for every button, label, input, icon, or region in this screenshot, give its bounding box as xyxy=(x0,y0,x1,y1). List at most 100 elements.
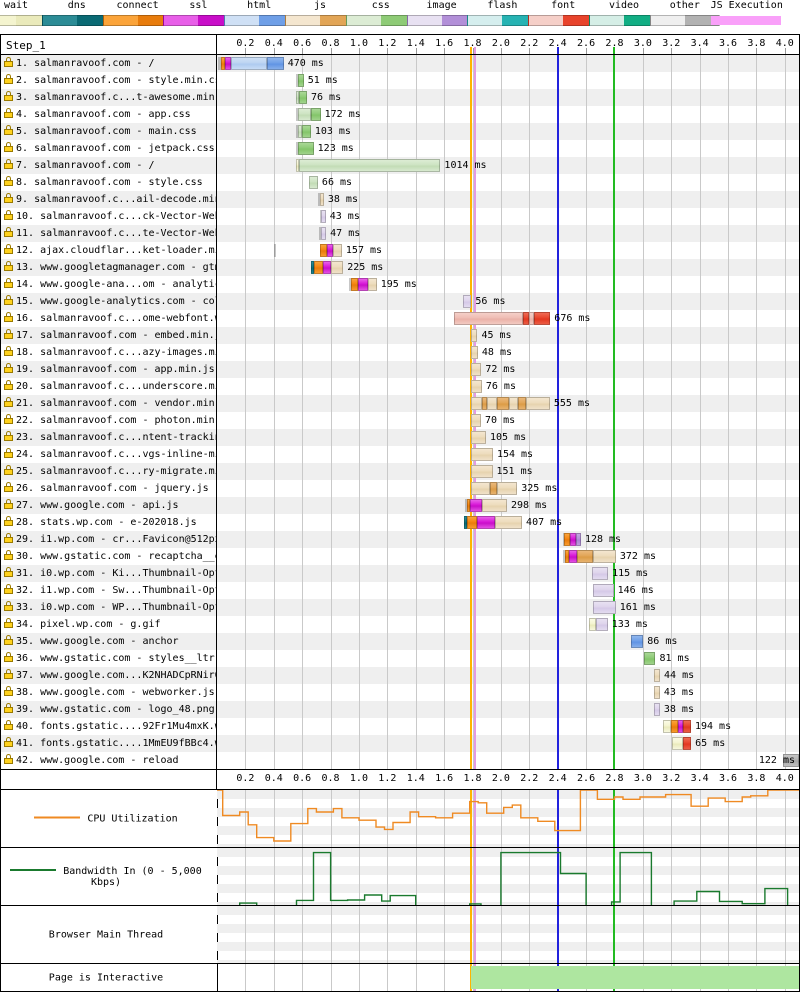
request-row-name[interactable]: 6. salmanravoof.com - jetpack.css xyxy=(1,140,216,157)
request-row-name[interactable]: 9. salmanravoof.c...ail-decode.min.js xyxy=(1,191,216,208)
request-row-name[interactable]: 28. stats.wp.com - e-202018.js xyxy=(1,514,216,531)
request-row-name[interactable]: 41. fonts.gstatic....1MmEU9fBBc4.woff2 xyxy=(1,735,216,752)
waterfall-row[interactable]: 66 ms xyxy=(217,174,799,191)
waterfall-row[interactable]: 325 ms xyxy=(217,480,799,497)
request-row-name[interactable]: 31. i0.wp.com - Ki...Thumbnail-Opt.png xyxy=(1,565,216,582)
bar-segment-dns xyxy=(349,278,352,291)
waterfall-row[interactable]: 407 ms xyxy=(217,514,799,531)
request-row-name[interactable]: 17. salmanravoof.com - embed.min.js xyxy=(1,327,216,344)
waterfall-row[interactable]: 123 ms xyxy=(217,140,799,157)
request-row-name[interactable]: 42. www.google.com - reload xyxy=(1,752,216,769)
waterfall-row[interactable]: 56 ms xyxy=(217,293,799,310)
gridline xyxy=(671,89,673,106)
waterfall-row[interactable]: 115 ms xyxy=(217,565,799,582)
request-row-name[interactable]: 37. www.google.com...K2NHADCpRNirQM.js xyxy=(1,667,216,684)
request-row-name[interactable]: 18. salmanravoof.c...azy-images.min.js xyxy=(1,344,216,361)
marker-line-start-render xyxy=(470,531,473,548)
request-row-name[interactable]: 4. salmanravoof.com - app.css xyxy=(1,106,216,123)
waterfall-row[interactable]: 151 ms xyxy=(217,463,799,480)
gridline xyxy=(358,344,360,361)
waterfall-row[interactable]: 194 ms xyxy=(217,718,799,735)
request-row-name[interactable]: 1. salmanravoof.com - / xyxy=(1,55,216,72)
request-row-name[interactable]: 8. salmanravoof.com - style.css xyxy=(1,174,216,191)
request-row-name[interactable]: 38. www.google.com - webworker.js xyxy=(1,684,216,701)
request-row-name[interactable]: 30. www.gstatic.com - recaptcha__en.js xyxy=(1,548,216,565)
request-row-name[interactable]: 14. www.google-ana...om - analytics.js xyxy=(1,276,216,293)
request-row-name[interactable]: 19. salmanravoof.com - app.min.js xyxy=(1,361,216,378)
waterfall-row[interactable]: 48 ms xyxy=(217,344,799,361)
request-row-name[interactable]: 26. salmanravoof.com - jquery.js xyxy=(1,480,216,497)
waterfall-row[interactable]: 105 ms xyxy=(217,429,799,446)
request-row-name[interactable]: 10. salmanravoof.c...ck-Vector-Web.svg xyxy=(1,208,216,225)
waterfall-row[interactable]: 154 ms xyxy=(217,446,799,463)
waterfall-row[interactable]: 146 ms xyxy=(217,582,799,599)
request-row-name[interactable]: 34. pixel.wp.com - g.gif xyxy=(1,616,216,633)
waterfall-row[interactable]: 122 ms xyxy=(217,752,799,769)
waterfall-row[interactable]: 45 ms xyxy=(217,327,799,344)
waterfall-row[interactable]: 298 ms xyxy=(217,497,799,514)
waterfall-row[interactable]: 103 ms xyxy=(217,123,799,140)
duration-label: 70 ms xyxy=(485,415,516,426)
gridline xyxy=(472,633,474,650)
request-row-name[interactable]: 25. salmanravoof.c...ry-migrate.min.js xyxy=(1,463,216,480)
waterfall-row[interactable]: 51 ms xyxy=(217,72,799,89)
gridline xyxy=(500,72,502,89)
waterfall-row[interactable]: 372 ms xyxy=(217,548,799,565)
waterfall-row[interactable]: 81 ms xyxy=(217,650,799,667)
gridline xyxy=(784,616,786,633)
waterfall-row[interactable]: 555 ms xyxy=(217,395,799,412)
waterfall-row[interactable]: 161 ms xyxy=(217,599,799,616)
waterfall-row[interactable]: 128 ms xyxy=(217,531,799,548)
request-row-name[interactable]: 13. www.googletagmanager.com - gtm.js xyxy=(1,259,216,276)
panel-plot-bandwidth xyxy=(217,848,799,905)
waterfall-row[interactable]: 76 ms xyxy=(217,378,799,395)
request-row-name[interactable]: 32. i1.wp.com - Sw...Thumbnail-Opt.jpg xyxy=(1,582,216,599)
waterfall-row[interactable]: 65 ms xyxy=(217,735,799,752)
request-row-name[interactable]: 7. salmanravoof.com - / xyxy=(1,157,216,174)
waterfall-row[interactable]: 47 ms xyxy=(217,225,799,242)
waterfall-row[interactable]: 676 ms xyxy=(217,310,799,327)
gridline xyxy=(500,650,502,667)
request-row-name[interactable]: 3. salmanravoof.c...t-awesome.min.css xyxy=(1,89,216,106)
panel-cpu: CPU Utilization xyxy=(0,790,800,848)
request-row-name[interactable]: 5. salmanravoof.com - main.css xyxy=(1,123,216,140)
request-row-name[interactable]: 23. salmanravoof.c...ntent-tracking.js xyxy=(1,429,216,446)
waterfall-row[interactable]: 225 ms xyxy=(217,259,799,276)
request-row-name[interactable]: 22. salmanravoof.com - photon.min.js xyxy=(1,412,216,429)
request-row-name[interactable]: 12. ajax.cloudflar...ket-loader.min.js xyxy=(1,242,216,259)
waterfall-row[interactable]: 44 ms xyxy=(217,667,799,684)
bar-segment-css2 xyxy=(299,91,307,104)
request-row-name[interactable]: 39. www.gstatic.com - logo_48.png xyxy=(1,701,216,718)
waterfall-row[interactable]: 38 ms xyxy=(217,191,799,208)
gridline xyxy=(699,140,701,157)
request-row-name[interactable]: 36. www.gstatic.com - styles__ltr.css xyxy=(1,650,216,667)
waterfall-row[interactable]: 1014 ms xyxy=(217,157,799,174)
waterfall-row[interactable]: 38 ms xyxy=(217,701,799,718)
request-row-name[interactable]: 16. salmanravoof.c...ome-webfont.woff2 xyxy=(1,310,216,327)
waterfall-row[interactable]: 172 ms xyxy=(217,106,799,123)
waterfall-row[interactable]: 43 ms xyxy=(217,684,799,701)
waterfall-row[interactable]: 72 ms xyxy=(217,361,799,378)
waterfall-row[interactable]: 470 ms xyxy=(217,55,799,72)
waterfall-row[interactable]: 70 ms xyxy=(217,412,799,429)
request-row-name[interactable]: 15. www.google-analytics.com - collect xyxy=(1,293,216,310)
request-row-name[interactable]: 29. i1.wp.com - cr...Favicon@512px.png xyxy=(1,531,216,548)
request-row-name[interactable]: 21. salmanravoof.com - vendor.min.js xyxy=(1,395,216,412)
gridline xyxy=(387,964,389,991)
waterfall-row[interactable]: 157 ms xyxy=(217,242,799,259)
waterfall-row[interactable]: 76 ms xyxy=(217,89,799,106)
request-row-name[interactable]: 40. fonts.gstatic....92Fr1Mu4mxK.woff2 xyxy=(1,718,216,735)
request-row-name[interactable]: 27. www.google.com - api.js xyxy=(1,497,216,514)
marker-line-on-load xyxy=(556,123,559,140)
request-row-name[interactable]: 33. i0.wp.com - WP...Thumbnail-Opt.jpg xyxy=(1,599,216,616)
request-row-name[interactable]: 35. www.google.com - anchor xyxy=(1,633,216,650)
request-row-name[interactable]: 24. salmanravoof.c...vgs-inline-min.js xyxy=(1,446,216,463)
waterfall-row[interactable]: 195 ms xyxy=(217,276,799,293)
waterfall-row[interactable]: 133 ms xyxy=(217,616,799,633)
request-row-name[interactable]: 20. salmanravoof.c...underscore.min.js xyxy=(1,378,216,395)
gridline xyxy=(756,718,758,735)
request-row-name[interactable]: 2. salmanravoof.com - style.min.css xyxy=(1,72,216,89)
request-row-name[interactable]: 11. salmanravoof.c...te-Vector-Web.svg xyxy=(1,225,216,242)
waterfall-row[interactable]: 43 ms xyxy=(217,208,799,225)
waterfall-row[interactable]: 86 ms xyxy=(217,633,799,650)
